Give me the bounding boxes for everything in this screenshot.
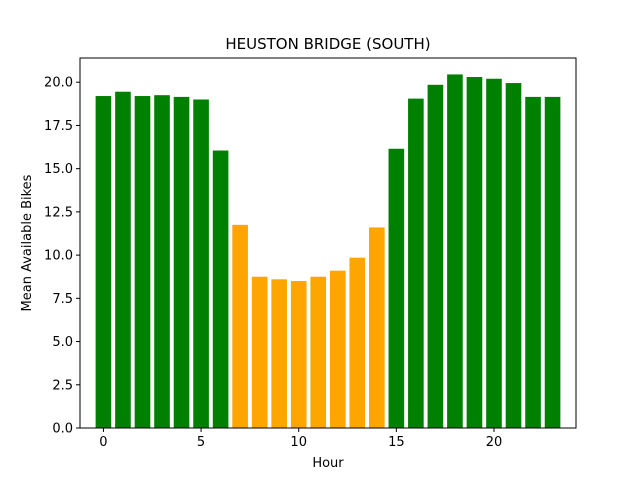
bar-hour-20 [486, 78, 502, 428]
bar-hour-21 [505, 83, 522, 428]
y-axis-label: Mean Available Bikes [20, 174, 35, 311]
bar-hour-2 [134, 96, 151, 428]
bar-hour-19 [466, 77, 483, 429]
y-tick-label: 10.0 [44, 249, 73, 264]
x-tick-label: 10 [290, 435, 307, 450]
bar-hour-6 [212, 150, 229, 428]
y-tick-label: 7.5 [52, 292, 73, 307]
y-tick-label: 12.5 [44, 205, 73, 220]
bar-hour-1 [115, 91, 131, 428]
bar-hour-11 [310, 276, 327, 428]
bar-hour-16 [408, 98, 424, 428]
y-tick-label: 17.5 [44, 119, 73, 134]
bar-hour-5 [193, 99, 209, 428]
chart-title: HEUSTON BRIDGE (SOUTH) [225, 35, 430, 53]
bar-hour-0 [95, 96, 112, 428]
bar-hour-9 [271, 279, 287, 428]
bar-hour-8 [251, 276, 268, 428]
x-tick-label: 5 [197, 435, 205, 450]
y-tick-label: 15.0 [44, 162, 73, 177]
x-axis: 0 5 10 15 20 [99, 428, 502, 450]
bar-hour-3 [154, 95, 170, 428]
bars-group [95, 74, 561, 429]
bar-hour-7 [232, 224, 248, 428]
bar-hour-12 [329, 270, 346, 428]
x-tick-label: 15 [388, 435, 405, 450]
x-tick-label: 20 [486, 435, 503, 450]
x-tick-label: 0 [99, 435, 107, 450]
y-tick-label: 0.0 [52, 422, 73, 437]
bar-hour-10 [290, 281, 307, 428]
plot-area-frame [79, 57, 577, 429]
y-tick-label: 20.0 [44, 76, 73, 91]
bar-hour-13 [349, 257, 366, 428]
bar-hour-22 [525, 96, 541, 429]
y-tick-label: 5.0 [52, 335, 73, 350]
y-axis: 0.0 2.5 5.0 7.5 10.0 12.5 15.0 17.5 20.0 [44, 76, 80, 437]
bar-hour-14 [369, 227, 385, 428]
bar-hour-17 [427, 84, 444, 428]
bar-hour-15 [388, 148, 405, 428]
bar-hour-18 [447, 74, 463, 428]
bar-hour-23 [544, 96, 561, 429]
y-tick-label: 2.5 [52, 378, 73, 393]
x-axis-label: Hour [312, 456, 344, 471]
bar-hour-4 [173, 96, 190, 429]
